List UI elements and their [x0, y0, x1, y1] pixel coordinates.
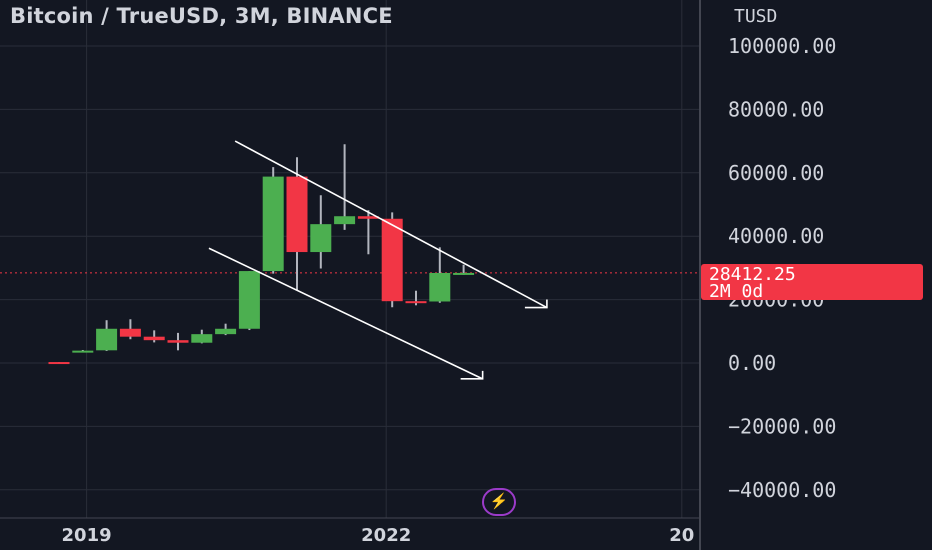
price-tick-label: −20000.00 — [728, 414, 836, 438]
time-tick-label: 20 — [669, 525, 694, 546]
price-tick-label: 100000.00 — [728, 34, 836, 58]
price-tick-label: 60000.00 — [728, 161, 824, 185]
trendline[interactable] — [208, 247, 484, 380]
lightning-icon[interactable]: ⚡ — [482, 488, 516, 516]
candle-body — [48, 362, 70, 365]
candle-body — [72, 350, 94, 353]
candle-body — [286, 176, 308, 253]
candle-body — [167, 340, 189, 343]
price-tick-label: 80000.00 — [728, 97, 824, 121]
time-axis[interactable]: 2019 2022 20 — [62, 525, 695, 546]
candle — [48, 362, 70, 365]
candle-body — [191, 334, 213, 343]
candle — [262, 167, 284, 274]
current-price-label: 28412.25 2M 0d — [701, 264, 923, 302]
trendline-segment[interactable] — [208, 247, 483, 380]
trendlines[interactable] — [208, 140, 548, 380]
candle-body — [143, 336, 165, 341]
candle — [286, 157, 308, 291]
trendline[interactable] — [234, 140, 548, 309]
candle — [96, 320, 118, 351]
time-tick-label: 2022 — [361, 525, 411, 546]
candle-body — [429, 272, 451, 302]
candle-body — [405, 301, 427, 304]
candle-body — [334, 216, 356, 225]
trendline-arrowhead — [460, 370, 484, 380]
current-price-value: 28412.25 — [709, 264, 796, 285]
trendline-segment[interactable] — [234, 140, 548, 309]
trendline-arrowhead — [524, 299, 548, 309]
candle-body — [262, 176, 284, 272]
bar-countdown: 2M 0d — [709, 281, 764, 302]
price-tick-label: 40000.00 — [728, 224, 824, 248]
time-tick-label: 2019 — [62, 525, 112, 546]
grid-lines — [0, 0, 700, 518]
price-tick-label: 0.00 — [728, 351, 776, 375]
candle — [334, 144, 356, 230]
chart-title: Bitcoin / TrueUSD, 3M, BINANCE — [10, 4, 393, 28]
candle — [119, 319, 141, 340]
price-tick-label: −40000.00 — [728, 478, 836, 502]
candle-body — [357, 216, 379, 219]
candle — [429, 247, 451, 303]
candle — [453, 264, 475, 275]
candle — [143, 330, 165, 343]
candle — [167, 332, 189, 351]
candle-body — [453, 272, 475, 275]
price-axis-unit: TUSD — [734, 6, 777, 27]
candle-body — [119, 328, 141, 337]
candle — [215, 323, 237, 336]
candle — [238, 271, 260, 331]
candle — [405, 290, 427, 306]
candle — [357, 210, 379, 255]
candle — [191, 329, 213, 344]
candle-body — [310, 224, 332, 253]
candle — [381, 212, 403, 308]
candle-body — [238, 271, 260, 329]
candle — [72, 350, 94, 353]
candle-body — [96, 328, 118, 351]
candles — [48, 144, 475, 365]
candle-body — [215, 328, 237, 335]
candle-body — [381, 218, 403, 302]
candle — [310, 195, 332, 269]
